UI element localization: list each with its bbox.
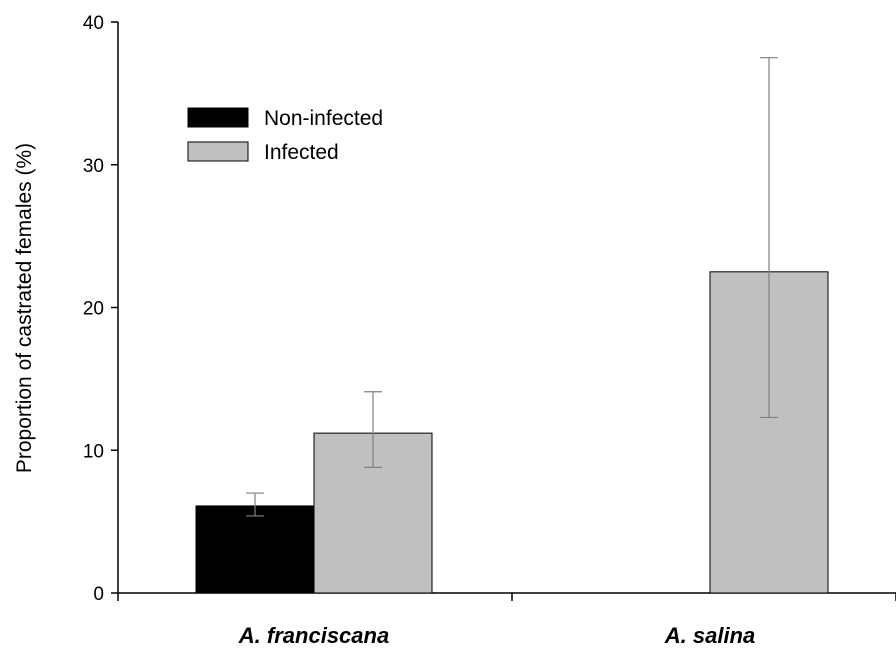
y-tick-label: 20: [83, 299, 104, 320]
bar-non-infected-0: [195, 505, 315, 594]
error-bars: [246, 57, 778, 517]
y-axis-title: Proportion of castrated females (%): [13, 143, 36, 473]
y-tick-label: 10: [83, 441, 104, 462]
y-tick-label: 40: [83, 13, 104, 34]
x-category-label: A. salina: [664, 623, 755, 648]
x-category-label: A. franciscana: [238, 623, 389, 648]
legend-label-infected: Infected: [264, 141, 339, 164]
y-tick-label: 0: [93, 584, 104, 605]
legend-label-non-infected: Non-infected: [264, 107, 383, 130]
legend-swatch-non-infected: [187, 107, 249, 128]
legend-swatch-infected: [187, 141, 249, 162]
y-ticks: 0 10 20 30 40: [83, 13, 118, 605]
x-categories: A. franciscana A. salina: [117, 593, 896, 648]
legend: Non-infected Infected: [187, 107, 383, 164]
bars: [195, 271, 829, 594]
y-tick-label: 30: [83, 156, 104, 177]
